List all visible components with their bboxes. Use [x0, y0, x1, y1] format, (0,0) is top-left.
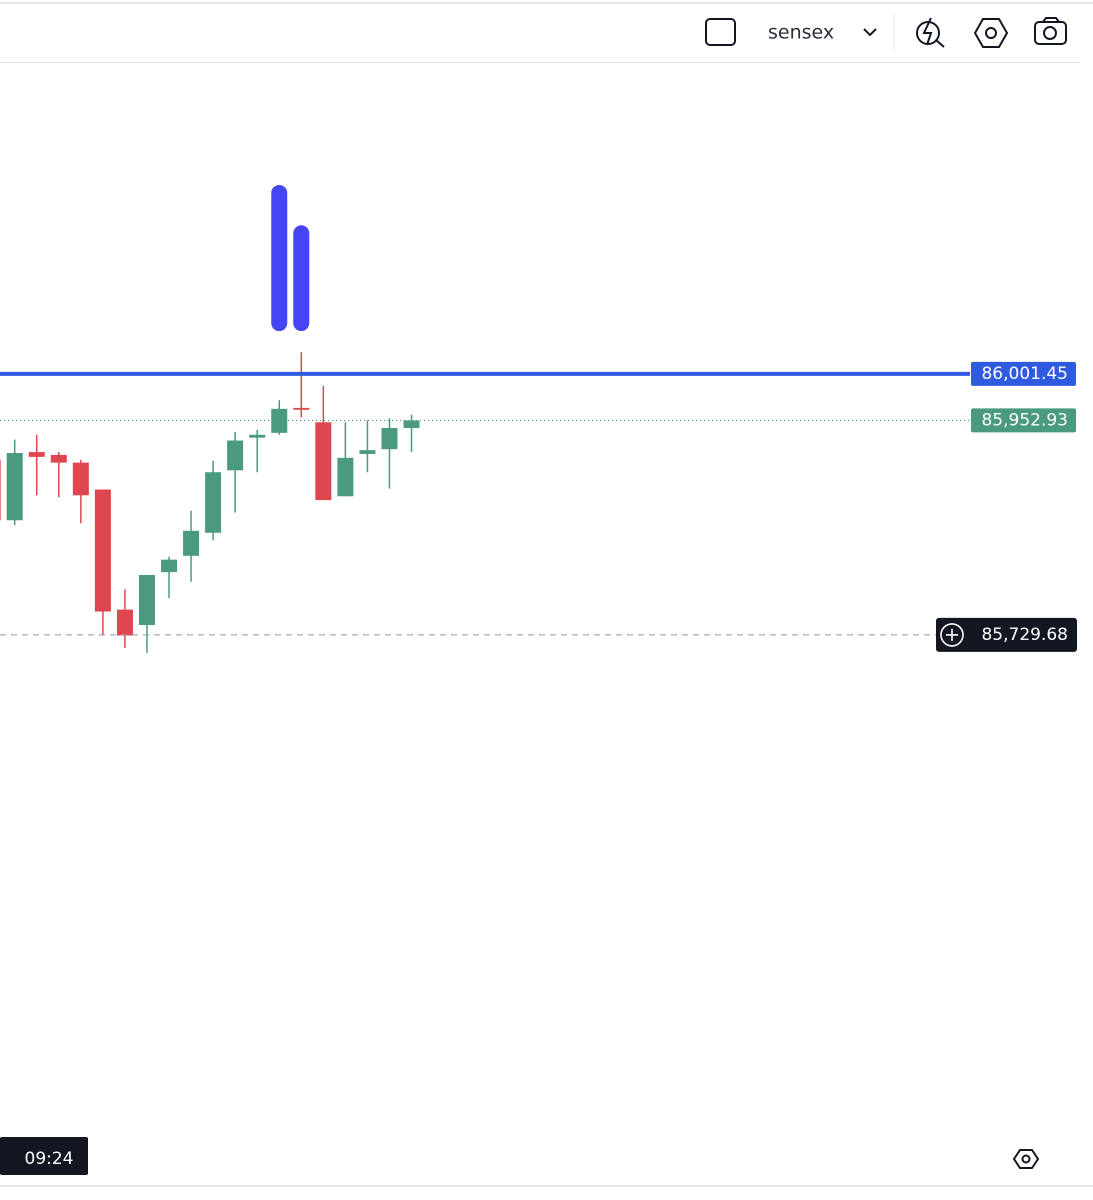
candle-body [183, 530, 200, 556]
price-badge-label: 86,001.45 [981, 364, 1068, 384]
candle-body [315, 422, 332, 501]
symbol-name[interactable]: sensex [768, 22, 834, 44]
price-badge [971, 361, 1076, 386]
crosshair-add-plus [946, 628, 958, 641]
candle-body [72, 462, 89, 496]
candle-body [227, 440, 244, 471]
axes: 86,001.45 85,952.93 85,729.68 09:24 [0, 361, 1077, 1175]
candle-body [116, 609, 133, 636]
screenshot-icon[interactable] [1034, 17, 1067, 45]
crosshair-add-icon[interactable] [940, 623, 964, 647]
candle-body [293, 407, 310, 410]
candle-body [249, 434, 266, 438]
candle-body [161, 559, 178, 573]
candle-body [403, 420, 420, 429]
settings-icon[interactable] [973, 18, 1009, 48]
candle-body [28, 452, 45, 457]
candle-body [381, 428, 398, 450]
candle-body [50, 454, 67, 463]
crosshair-price-label: 85,729.68 [981, 625, 1068, 645]
select-box-icon[interactable] [705, 18, 736, 46]
axis-settings-icon[interactable] [1012, 1149, 1040, 1169]
price-badge [971, 408, 1076, 433]
symbol-dropdown[interactable] [863, 28, 877, 37]
plot-area [0, 184, 970, 653]
candle-body [271, 408, 288, 433]
alert-icon[interactable] [916, 17, 945, 48]
candle-body [94, 489, 111, 612]
crosshair-time-badge [0, 1137, 88, 1175]
candle-body [205, 472, 222, 533]
price-badge-label: 85,952.93 [981, 410, 1068, 430]
candle-body [138, 575, 155, 625]
crosshair-time-label: 09:24 [25, 1149, 74, 1169]
crosshair-price-badge [936, 617, 1077, 652]
candle-body [6, 453, 23, 521]
candle-body [337, 457, 354, 497]
candle-body [0, 459, 1, 521]
toolbar: sensex [705, 15, 1067, 50]
candle-body [359, 450, 376, 454]
